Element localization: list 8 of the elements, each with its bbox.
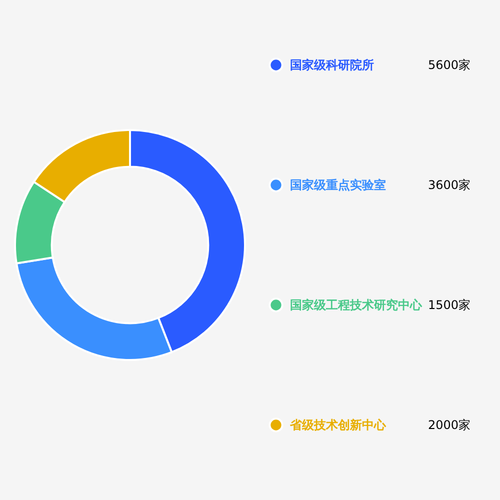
data-label: 1500家	[428, 298, 471, 312]
legend-label: 国家级工程技术研究中心	[290, 298, 423, 312]
data-label: 5600家	[428, 58, 471, 72]
legend-label: 国家级重点实验室	[290, 178, 386, 192]
legend-label: 省级技术创新中心	[289, 418, 387, 432]
data-label: 2000家	[428, 418, 471, 432]
legend-label: 国家级科研院所	[290, 58, 374, 72]
data-label: 3600家	[428, 178, 471, 192]
